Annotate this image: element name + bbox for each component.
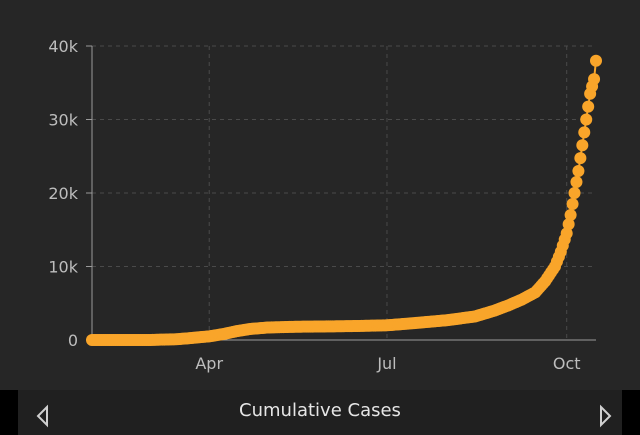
chart-panel: 0 10k 20k 30k 40k Apr Jul Oct xyxy=(0,0,640,390)
prev-chart-icon[interactable] xyxy=(32,404,56,428)
y-tick-label: 10k xyxy=(48,258,78,277)
data-point xyxy=(582,100,595,113)
data-point xyxy=(572,164,585,177)
chart-plot: 0 10k 20k 30k 40k Apr Jul Oct xyxy=(48,37,602,373)
data-point xyxy=(578,126,591,139)
data-point xyxy=(574,152,587,165)
data-point xyxy=(590,54,602,67)
y-tick-label: 0 xyxy=(68,331,78,350)
y-tick-label: 40k xyxy=(48,37,78,56)
y-tick-label: 30k xyxy=(48,111,78,130)
chart-footer-title: Cumulative Cases xyxy=(239,400,401,421)
data-point xyxy=(564,209,577,222)
data-point xyxy=(560,227,573,240)
x-tick-label: Oct xyxy=(553,354,581,373)
chart-footer: Cumulative Cases xyxy=(18,390,622,435)
data-point xyxy=(562,218,575,231)
data-point xyxy=(566,198,579,211)
y-tick-label: 20k xyxy=(48,184,78,203)
data-point xyxy=(588,73,601,86)
next-chart-icon[interactable] xyxy=(592,404,616,428)
data-point xyxy=(576,139,589,152)
data-point xyxy=(568,187,581,199)
x-tick-label: Jul xyxy=(376,354,396,373)
data-point xyxy=(570,175,583,188)
data-point xyxy=(580,113,593,126)
x-tick-label: Apr xyxy=(195,354,223,373)
